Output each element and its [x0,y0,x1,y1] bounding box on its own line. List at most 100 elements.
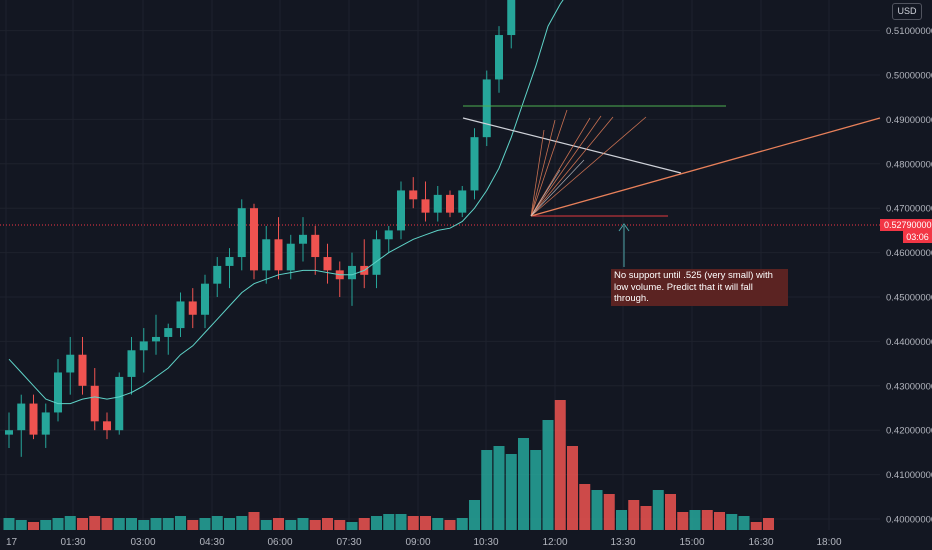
candle-body [286,243,295,271]
candle-body [384,230,393,240]
arrow-head [618,223,630,232]
candle-body [482,79,491,138]
candle-body [139,341,148,351]
candlesticks [5,0,516,457]
last-price-tag: 0.52790000 [880,219,932,231]
volume-bar [689,510,701,530]
candle-body [176,301,185,329]
volume-bar [162,518,174,530]
volume-bar [420,516,431,530]
volume-bar [358,518,370,530]
price-tick-label: 0.50000000 [886,71,932,82]
volume-bar [383,514,395,530]
fan-line [530,116,614,217]
volume-bar [603,494,615,530]
time-tick-label: 10:30 [473,537,498,548]
fan-line [530,159,585,217]
volume-bar [101,518,113,530]
drawings-back [0,215,880,226]
candle-body [78,354,87,386]
currency-badge[interactable]: USD [892,3,922,20]
volume-bar [28,522,39,530]
candle-body [262,239,271,271]
volume-bar [763,518,774,530]
price-tick-label: 0.48000000 [886,159,932,170]
ascending-trendline [530,117,881,217]
volume-bar [665,494,676,530]
volume-bar [652,490,664,530]
volume-bar [407,516,419,530]
candle-body [397,190,405,231]
candle-body [5,430,13,435]
chart-grid [0,0,880,530]
volume-bar [273,518,284,530]
price-tick-label: 0.46000000 [886,248,932,259]
volume-bar [322,518,333,530]
volume-bar [236,516,248,530]
volume-bar [138,520,150,530]
volume-bar [15,520,27,530]
volume-bar [714,512,725,530]
volume-bar [334,520,346,530]
fan-line [530,119,556,217]
time-tick-label: 16:30 [748,537,773,548]
volume-bar [150,518,162,530]
fan-line [530,116,647,217]
price-axis[interactable]: 0.620000000.610000000.600000000.59000000… [886,0,932,526]
volume-bar [260,520,272,530]
volume-bar [677,512,689,530]
volume-bar [309,520,321,530]
volume-bar [3,518,15,530]
volume-bar [579,484,591,530]
annotation-note[interactable]: No support until .525 (very small) with … [611,269,788,306]
candle-body [213,265,222,284]
candle-body [348,265,356,280]
moving-average-line [8,0,564,405]
price-tick-label: 0.47000000 [886,204,932,215]
candle-body [54,372,62,413]
price-tick-label: 0.51000000 [886,26,932,37]
volume-bars [3,400,774,530]
volume-bar [518,438,529,530]
fan-line [530,109,568,217]
price-tick-label: 0.41000000 [886,470,932,481]
candle-body [127,350,136,377]
time-tick-label: 07:30 [336,537,361,548]
volume-bar [591,490,603,530]
candle-body [164,328,173,337]
trend-drawings [462,105,881,267]
candle-body [17,403,26,431]
time-tick-label: 13:30 [610,537,635,548]
volume-bar [395,514,407,530]
volume-bar [481,450,493,530]
candle-body [188,301,197,315]
time-tick-label: 04:30 [199,537,224,548]
price-tick-label: 0.43000000 [886,381,932,392]
volume-bar [77,518,88,530]
time-tick-label: 17 [6,537,18,548]
volume-bar [493,446,505,530]
volume-bar [469,500,480,530]
price-tick-label: 0.40000000 [886,515,932,526]
candle-body [311,234,320,258]
volume-bar [530,450,542,530]
volume-bar [199,518,211,530]
time-axis[interactable]: 17 01:30 03:00 04:30 06:00 07:30 09:00 10:30 12:… [6,537,842,548]
volume-bar [224,518,235,530]
price-tick-label: 0.44000000 [886,337,932,348]
volume-bar [40,520,52,530]
candle-body [421,199,430,213]
fan-line [530,169,561,217]
candle-body [409,190,418,200]
volume-bar [701,510,713,530]
price-tick-label: 0.42000000 [886,426,932,437]
volume-bar [640,506,652,530]
volume-bar [52,518,64,530]
price-tick-label: 0.49000000 [886,115,932,126]
candle-body [90,385,99,422]
volume-bar [211,516,223,530]
candle-body [470,137,479,191]
candle-countdown-tag: 03:06 [903,231,932,243]
candle-body [66,354,75,373]
